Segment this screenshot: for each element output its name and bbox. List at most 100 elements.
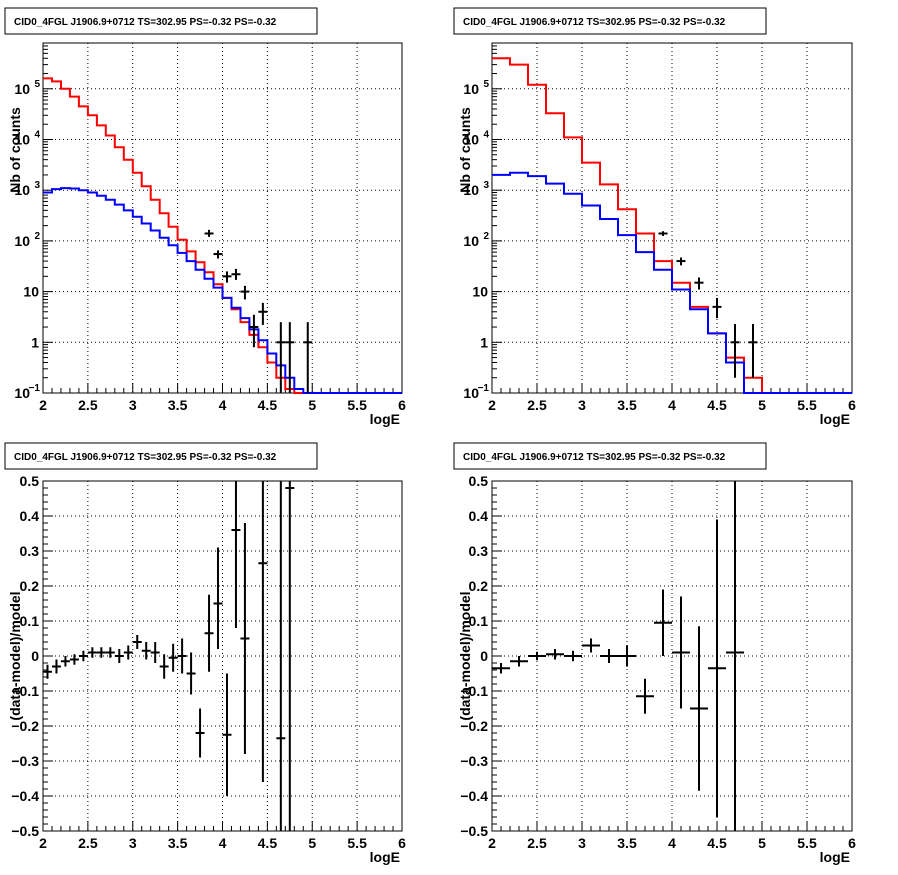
y-tick-label: 0.5 [469, 473, 489, 489]
y-tick-label: 10 [463, 81, 479, 97]
x-axis-label: logE [370, 411, 400, 427]
data-point [303, 322, 313, 393]
y-tick-label: −0.1 [460, 683, 488, 699]
chart-panel-top-left: CID0_4FGL J1906.9+0712 TS=302.95 PS=-0.3… [4, 7, 406, 427]
data-point [114, 649, 124, 663]
y-tick-label: 10 [463, 385, 479, 401]
data-point [546, 649, 564, 660]
y-tick-exponent: 5 [34, 79, 40, 90]
y-tick-label: 0 [480, 648, 488, 664]
y-tick-label: −0.2 [460, 718, 488, 734]
y-axis-label: (data-model)/model [457, 591, 473, 720]
data-point [43, 664, 52, 679]
y-tick-label: 10 [463, 182, 479, 198]
y-tick-exponent: 4 [483, 129, 489, 140]
x-tick-label: 2 [488, 397, 496, 413]
chart-panel-bottom-left: CID0_4FGL J1906.9+0712 TS=302.95 PS=-0.3… [4, 442, 406, 865]
x-tick-label: 5.5 [347, 835, 367, 851]
y-tick-exponent: 3 [34, 180, 40, 191]
x-tick-label: 6 [848, 835, 856, 851]
background-model-histogram [43, 187, 402, 394]
x-tick-label: 5 [758, 397, 766, 413]
chart-panel-top-right: CID0_4FGL J1906.9+0712 TS=302.95 PS=-0.3… [453, 7, 856, 427]
y-tick-exponent: −1 [478, 383, 490, 394]
data-point [276, 481, 286, 831]
y-tick-label: 10 [14, 182, 30, 198]
data-point [87, 647, 97, 658]
data-point [249, 314, 259, 348]
y-tick-exponent: 2 [34, 231, 40, 242]
y-tick-label: 10 [14, 233, 30, 249]
data-point [285, 322, 295, 393]
x-axis-label: logE [820, 411, 850, 427]
data-point [528, 651, 546, 661]
data-point [258, 302, 268, 325]
y-tick-label: −0.1 [11, 683, 39, 699]
y-tick-label: 0.1 [20, 613, 40, 629]
y-tick-label: −0.4 [460, 788, 488, 804]
data-point [492, 663, 510, 674]
x-tick-label: 3.5 [168, 835, 188, 851]
y-tick-label: 0.4 [469, 508, 489, 524]
x-tick-label: 2 [488, 835, 496, 851]
data-point [69, 654, 79, 665]
data-point [748, 323, 758, 378]
x-tick-label: 4.5 [258, 835, 278, 851]
x-tick-label: 5 [308, 397, 316, 413]
title-box [453, 442, 767, 470]
x-tick-label: 4 [668, 397, 676, 413]
data-point [186, 652, 196, 695]
y-axis-label: Nb of counts [7, 107, 23, 193]
data-point [222, 673, 232, 796]
x-tick-label: 5.5 [797, 835, 817, 851]
x-tick-label: 3 [129, 397, 137, 413]
chart-title: CID0_4FGL J1906.9+0712 TS=302.95 PS=-0.3… [14, 17, 277, 28]
data-point [658, 231, 668, 236]
x-tick-label: 3.5 [168, 397, 188, 413]
y-tick-label: 10 [14, 81, 30, 97]
y-tick-label: 0.1 [469, 613, 489, 629]
data-point [564, 650, 582, 662]
data-point [159, 654, 169, 679]
x-tick-label: 2.5 [78, 397, 98, 413]
data-point [690, 626, 708, 791]
y-tick-exponent: 2 [483, 231, 489, 242]
y-axis-label: Nb of counts [457, 107, 473, 193]
data-point [132, 635, 142, 649]
y-tick-label: 1 [480, 334, 488, 350]
y-tick-label: −0.5 [460, 823, 488, 839]
data-point [636, 678, 654, 714]
y-tick-label: 0.4 [20, 508, 40, 524]
data-point [672, 596, 690, 709]
data-point [510, 656, 528, 667]
chart-panel-bottom-right: CID0_4FGL J1906.9+0712 TS=302.95 PS=-0.3… [453, 442, 856, 865]
y-tick-label: 10 [14, 385, 30, 401]
x-axis-label: logE [820, 849, 850, 865]
x-tick-label: 3 [578, 397, 586, 413]
x-tick-label: 4 [219, 397, 227, 413]
x-tick-label: 2.5 [527, 397, 547, 413]
data-point [240, 523, 250, 754]
data-point [676, 257, 686, 266]
y-tick-exponent: 3 [483, 180, 489, 191]
x-tick-label: 4.5 [707, 835, 727, 851]
y-tick-label: 10 [463, 131, 479, 147]
data-point [285, 481, 295, 831]
x-tick-label: 3 [578, 835, 586, 851]
data-point [204, 594, 214, 672]
data-point [222, 271, 232, 283]
x-tick-label: 5.5 [797, 397, 817, 413]
total-model-histogram [492, 57, 852, 394]
y-tick-label: 0.3 [20, 543, 40, 559]
x-tick-label: 2.5 [78, 835, 98, 851]
y-tick-label: 10 [463, 233, 479, 249]
data-point [51, 659, 61, 674]
data-point [726, 481, 744, 831]
data-point [213, 547, 223, 649]
title-box [4, 7, 318, 35]
x-tick-label: 2 [39, 397, 47, 413]
data-point [60, 656, 70, 667]
y-tick-label: −0.2 [11, 718, 39, 734]
y-tick-label: −0.3 [11, 753, 39, 769]
